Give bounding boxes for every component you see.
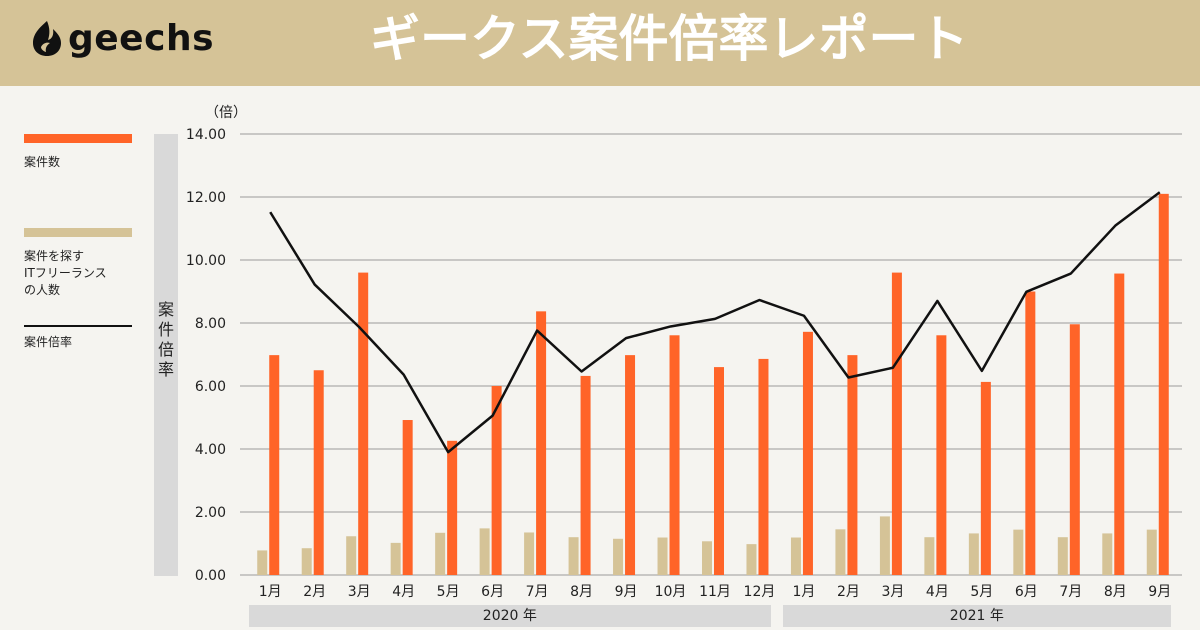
bar-line-chart: 0.00 2.00 4.00 6.00 8.00 10.00 12.00 14.00 1月 2月 3… (186, 127, 1182, 600)
bar-job-count (669, 335, 680, 575)
x-tick-label: 12月 (744, 584, 776, 600)
bar-job-count (980, 381, 991, 575)
legend-swatch-beige (24, 228, 132, 237)
bar-freelancers (346, 536, 357, 575)
bar-job-count (891, 272, 902, 575)
bar-job-count (269, 355, 280, 575)
bar-job-count (580, 375, 591, 575)
x-tick-label: 5月 (970, 584, 993, 600)
x-tick-label: 8月 (1104, 584, 1127, 600)
bar-job-count (1025, 291, 1036, 575)
flame-logo-icon (33, 21, 61, 56)
bar-freelancers (257, 550, 268, 575)
bar-freelancers (657, 537, 668, 575)
bar-freelancers (879, 516, 890, 575)
y-tick-label: 12.00 (186, 190, 226, 206)
bar-job-count (447, 440, 458, 575)
bar-job-count (847, 355, 858, 575)
bar-freelancers (1102, 533, 1113, 575)
bar-freelancers (435, 532, 446, 575)
year-group-label: 2020 年 (249, 605, 771, 627)
bar-job-count (625, 355, 636, 575)
x-tick-label: 2月 (837, 584, 860, 600)
x-tick-label: 4月 (392, 584, 415, 600)
y-axis-unit: （倍） (205, 105, 247, 121)
year-group-label: 2021 年 (782, 605, 1171, 627)
x-tick-label: 6月 (1015, 584, 1038, 600)
y-tick-label: 4.00 (195, 442, 226, 458)
bar-job-count (1069, 324, 1080, 575)
y-tick-label: 10.00 (186, 253, 226, 269)
legend-swatch-line (24, 325, 132, 327)
bar-job-count (758, 358, 769, 575)
bar-freelancers (1013, 529, 1024, 575)
bar-freelancers (568, 537, 579, 575)
bar-freelancers (524, 532, 535, 575)
x-tick-label: 11月 (699, 584, 731, 600)
y-tick-label: 6.00 (195, 379, 226, 395)
header-banner: geechs ギークス案件倍率レポート (0, 0, 1200, 86)
bar-freelancers (924, 537, 935, 575)
bar-job-count (491, 386, 502, 575)
x-tick-label: 9月 (1148, 584, 1171, 600)
y-tick-label: 0.00 (195, 568, 226, 584)
legend-label: 案件数 (24, 155, 61, 169)
bar-freelancers (746, 544, 757, 575)
page-title: ギークス案件倍率レポート (370, 10, 969, 68)
bar-freelancers (1146, 529, 1157, 575)
bar-freelancers (301, 548, 312, 575)
bar-freelancers (790, 537, 801, 575)
geechs-logo: geechs (30, 14, 214, 62)
x-tick-label: 10月 (655, 584, 687, 600)
x-tick-label: 4月 (926, 584, 949, 600)
y-tick-label: 8.00 (195, 316, 226, 332)
bar-job-count (536, 311, 547, 575)
y-tick-label: 14.00 (186, 127, 226, 143)
x-tick-label: 1月 (792, 584, 815, 600)
bar-job-count (313, 370, 324, 575)
bar-freelancers (1057, 537, 1068, 575)
x-tick-label: 8月 (570, 584, 593, 600)
bar-freelancers (702, 541, 712, 575)
bar-job-count (802, 331, 813, 575)
x-tick-label: 3月 (881, 584, 904, 600)
x-tick-label: 6月 (481, 584, 504, 600)
bar-job-count (936, 335, 947, 575)
x-tick-label: 9月 (615, 584, 638, 600)
bar-freelancers (968, 533, 979, 575)
x-tick-label: 3月 (348, 584, 371, 600)
bar-freelancers (390, 542, 401, 575)
y-tick-label: 2.00 (195, 505, 226, 521)
bar-job-count (358, 272, 369, 575)
x-tick-label: 7月 (526, 584, 549, 600)
y-axis-label-bar (154, 134, 178, 576)
bar-freelancers (613, 538, 624, 575)
line-ratio (269, 191, 1161, 454)
legend-label: 案件を探す ITフリーランス の人数 (24, 249, 107, 297)
bar-freelancers (835, 529, 846, 575)
bar-job-count (402, 420, 413, 575)
y-axis-label: 案件倍率 (157, 300, 174, 379)
bar-job-count (1114, 273, 1125, 575)
bar-freelancers (479, 528, 490, 575)
x-tick-label: 2月 (303, 584, 326, 600)
legend-swatch-orange (24, 134, 132, 143)
x-tick-label: 5月 (437, 584, 460, 600)
x-tick-label: 1月 (259, 584, 282, 600)
bar-job-count (714, 367, 724, 575)
x-tick-label: 7月 (1059, 584, 1082, 600)
logo-text: geechs (68, 17, 214, 59)
bar-job-count (1158, 193, 1169, 575)
legend-label: 案件倍率 (24, 335, 73, 349)
